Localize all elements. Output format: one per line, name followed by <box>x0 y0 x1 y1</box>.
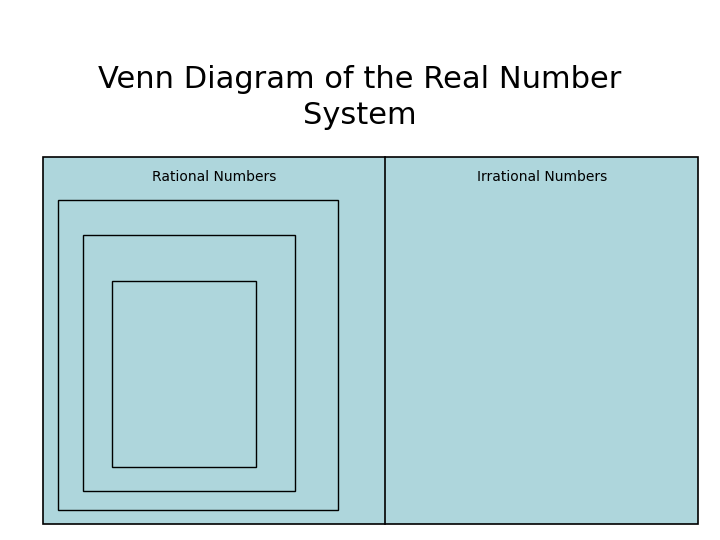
Bar <box>112 281 256 467</box>
Bar <box>43 157 698 524</box>
Bar <box>83 235 295 491</box>
Text: Irrational Numbers: Irrational Numbers <box>477 170 607 184</box>
Text: Rational Numbers: Rational Numbers <box>152 170 276 184</box>
Bar <box>58 200 338 510</box>
Text: Venn Diagram of the Real Number
System: Venn Diagram of the Real Number System <box>99 65 621 130</box>
